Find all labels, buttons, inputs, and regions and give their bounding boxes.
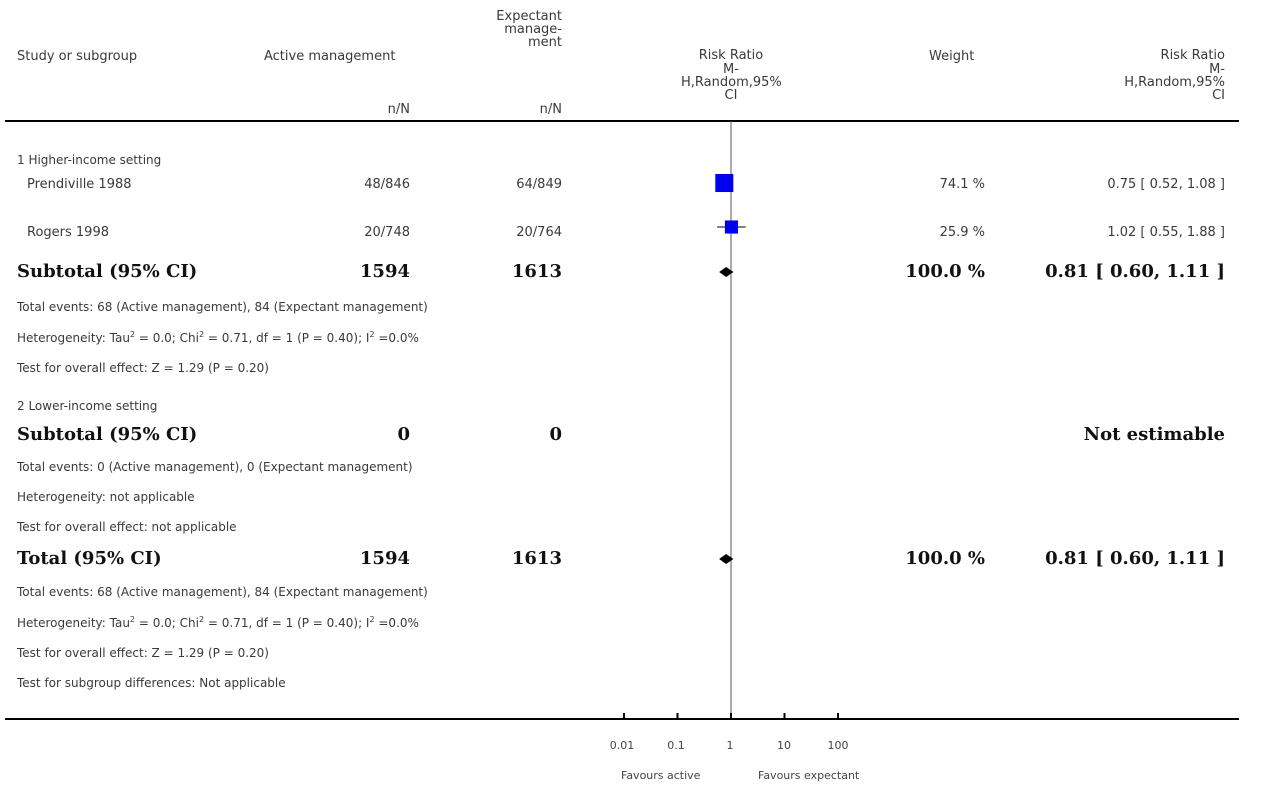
het-sup: 2: [198, 615, 205, 624]
study-rr-text: 0.75 [ 0.52, 1.08 ]: [1107, 177, 1225, 192]
subtotal-1-label: Subtotal (95% CI): [17, 261, 198, 282]
total-label: Total (95% CI): [17, 548, 162, 569]
axis-tick-label: 0.1: [667, 739, 685, 752]
study-marker: [724, 220, 739, 234]
subtotal-1-weight: 100.0 %: [905, 261, 985, 282]
header-rr-plot-3: H,Random,95%: [681, 75, 782, 90]
total-heterogeneity: Heterogeneity: Tau2 = 0.0; Chi2 = 0.71, …: [17, 615, 419, 631]
pooled-diamond: [719, 267, 734, 277]
subtotal-2-expectant: 0: [549, 424, 562, 445]
subgroup-1-title: 1 Higher-income setting: [17, 153, 162, 167]
header-expectant-nN: n/N: [539, 102, 562, 117]
subgroup-1-overall-effect: Test for overall effect: Z = 1.29 (P = 0…: [17, 361, 269, 375]
study-active: 20/748: [364, 225, 410, 240]
header-weight: Weight: [929, 49, 975, 64]
study-name: Rogers 1998: [27, 225, 109, 240]
header-expectant-2: manage-: [504, 22, 562, 37]
axis-tick-label: 10: [777, 739, 791, 752]
subtotal-2-label: Subtotal (95% CI): [17, 424, 198, 445]
axis-tick-label: 1: [726, 739, 734, 752]
total-weight: 100.0 %: [905, 548, 985, 569]
study-marker: [715, 173, 734, 193]
study-expectant: 20/764: [516, 225, 562, 240]
axis-tick-label: 0.01: [609, 739, 635, 752]
axis-ticks: [623, 713, 839, 719]
het-sup: 2: [369, 615, 375, 624]
study-expectant: 64/849: [516, 177, 562, 192]
header-rr-plot-4: CI: [724, 88, 738, 103]
het-text: = 0.0; Chi: [135, 331, 199, 345]
header-rr-text-2: M-: [1209, 62, 1225, 77]
subgroup-2-events: Total events: 0 (Active management), 0 (…: [17, 460, 413, 474]
subgroup-differences: Test for subgroup differences: Not appli…: [17, 676, 286, 690]
het-text: =0.0%: [374, 616, 419, 630]
subtotal-1-active: 1594: [359, 261, 410, 282]
total-expectant: 1613: [511, 548, 562, 569]
subtotal-1-rr-text: 0.81 [ 0.60, 1.11 ]: [1045, 261, 1225, 282]
favours-left-label: Favours active: [621, 769, 701, 782]
het-text: Heterogeneity: Tau: [17, 331, 130, 345]
subtotal-1-expectant: 1613: [511, 261, 562, 282]
subgroup-2-overall-effect: Test for overall effect: not applicable: [17, 520, 237, 534]
total-active: 1594: [359, 548, 410, 569]
header-study: Study or subgroup: [17, 49, 138, 64]
study-active: 48/846: [364, 177, 410, 192]
header-rr-plot-2: M-: [723, 62, 739, 77]
study-name: Prendiville 1988: [27, 177, 132, 192]
study-rr-text: 1.02 [ 0.55, 1.88 ]: [1107, 225, 1225, 240]
header-active-nN: n/N: [387, 102, 410, 117]
study-weight: 25.9 %: [939, 225, 985, 240]
het-sup: 2: [129, 330, 136, 339]
subgroup-1-events: Total events: 68 (Active management), 84…: [17, 300, 428, 314]
header-rr-plot-1: Risk Ratio: [698, 48, 764, 63]
het-text: = 0.71, df = 1 (P = 0.40); I: [204, 331, 370, 345]
study-weight: 74.1 %: [939, 177, 985, 192]
het-text: =0.0%: [374, 331, 419, 345]
het-text: = 0.0; Chi: [135, 616, 199, 630]
plot-marks: [715, 173, 746, 564]
subtotal-2-rr-text: Not estimable: [1083, 424, 1225, 445]
favours-right-label: Favours expectant: [758, 769, 860, 782]
header-rr-text-4: CI: [1212, 88, 1225, 103]
total-overall-effect: Test for overall effect: Z = 1.29 (P = 0…: [17, 646, 269, 660]
axis-tick-label: 100: [827, 739, 849, 752]
header-expectant-1: Expectant: [496, 9, 562, 24]
total-events: Total events: 68 (Active management), 84…: [17, 585, 428, 599]
header-rr-text-1: Risk Ratio: [1160, 48, 1225, 63]
het-text: = 0.71, df = 1 (P = 0.40); I: [204, 616, 370, 630]
het-sup: 2: [129, 615, 136, 624]
subgroup-2-heterogeneity: Heterogeneity: not applicable: [17, 490, 195, 504]
subgroup-2-title: 2 Lower-income setting: [17, 399, 158, 413]
subtotal-2-active: 0: [397, 424, 410, 445]
total-rr-text: 0.81 [ 0.60, 1.11 ]: [1045, 548, 1225, 569]
header-rr-text-3: H,Random,95%: [1124, 75, 1225, 90]
het-sup: 2: [198, 330, 205, 339]
header-expectant-3: ment: [528, 35, 562, 50]
subgroup-1-heterogeneity: Heterogeneity: Tau2 = 0.0; Chi2 = 0.71, …: [17, 330, 419, 346]
het-sup: 2: [369, 330, 375, 339]
header-active: Active management: [264, 49, 396, 64]
het-text: Heterogeneity: Tau: [17, 616, 130, 630]
pooled-diamond: [719, 554, 734, 564]
